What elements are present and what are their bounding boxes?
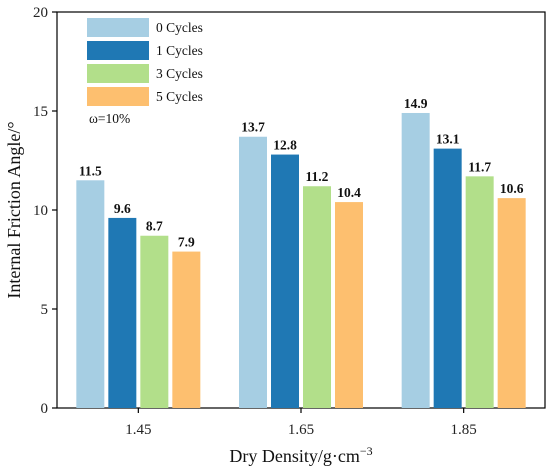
y-tick-label: 0 xyxy=(41,401,49,417)
data-label: 13.1 xyxy=(436,132,460,147)
x-tick-label: 1.65 xyxy=(288,422,314,438)
bar xyxy=(239,136,267,409)
bar xyxy=(108,217,137,408)
bar xyxy=(76,180,105,408)
data-label: 10.6 xyxy=(500,181,524,196)
data-label: 8.7 xyxy=(146,219,163,234)
x-axis: 1.45 1.65 1.85 xyxy=(125,408,477,438)
data-label: 11.7 xyxy=(468,159,491,174)
data-label: 13.7 xyxy=(241,120,265,135)
y-tick-label: 20 xyxy=(33,5,48,21)
legend-label: 1 Cycles xyxy=(156,43,203,58)
legend-swatch xyxy=(87,64,149,83)
legend: 0 Cycles 1 Cycles 3 Cycles 5 Cycles xyxy=(87,18,203,106)
bar xyxy=(433,148,462,408)
x-axis-title: Dry Density/g·cm−3 xyxy=(229,444,372,466)
data-label: 9.6 xyxy=(114,201,131,216)
legend-label: 3 Cycles xyxy=(156,66,203,81)
x-tick-label: 1.85 xyxy=(451,422,477,438)
legend-label: 5 Cycles xyxy=(156,89,203,104)
data-label: 7.9 xyxy=(178,235,195,250)
data-label: 11.5 xyxy=(79,163,102,178)
y-axis: 0 5 10 15 20 xyxy=(33,5,57,417)
data-label: 14.9 xyxy=(404,96,428,111)
y-tick-label: 5 xyxy=(41,302,49,318)
data-labels-group: 11.5 9.6 8.7 7.9 13.7 12.8 11.2 10.4 14.9 13.1 11.… xyxy=(79,96,524,250)
bar xyxy=(140,235,169,408)
y-axis-title: Internal Friction Angle/° xyxy=(4,121,24,298)
data-label: 12.8 xyxy=(273,138,297,153)
y-tick-label: 15 xyxy=(33,104,48,120)
bar xyxy=(335,202,363,408)
bar xyxy=(172,251,201,408)
bar xyxy=(401,112,430,408)
x-tick-label: 1.45 xyxy=(125,422,151,438)
x-axis-title-text: Dry Density/g·cm xyxy=(229,446,359,466)
y-tick-label: 10 xyxy=(33,203,48,219)
legend-swatch xyxy=(87,41,149,60)
bar xyxy=(465,176,494,408)
legend-label: 0 Cycles xyxy=(156,20,203,35)
legend-swatch xyxy=(87,87,149,106)
data-label: 10.4 xyxy=(337,185,361,200)
bar xyxy=(303,186,331,408)
bar xyxy=(271,154,299,408)
moisture-annotation: ω=10% xyxy=(89,111,130,126)
legend-swatch xyxy=(87,18,149,37)
bar xyxy=(497,198,526,408)
data-label: 11.2 xyxy=(306,169,329,184)
x-axis-title-superscript: −3 xyxy=(360,444,373,458)
bars-group xyxy=(76,112,526,409)
